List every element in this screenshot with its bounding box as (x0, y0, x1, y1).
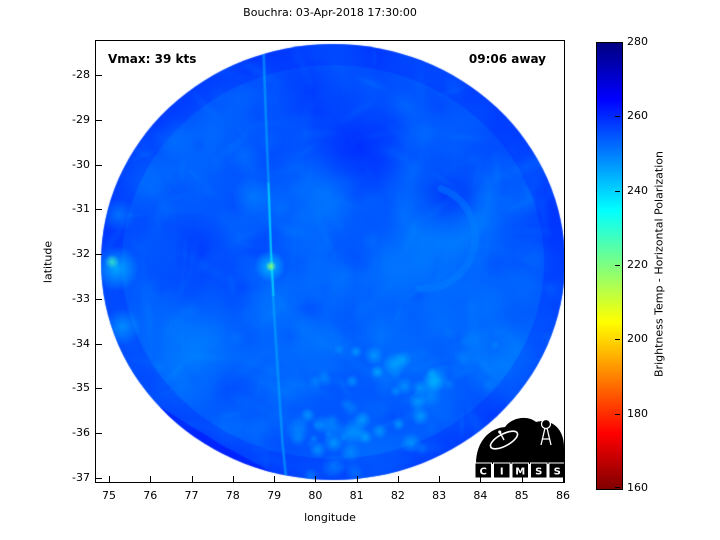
y-tick-label: -33 (72, 291, 90, 305)
colorbar-tick-mark (615, 487, 620, 488)
x-tick-label: 84 (473, 489, 488, 502)
x-tick-mark (439, 476, 441, 482)
x-tick-label: 82 (390, 489, 405, 502)
colorbar-tick-label: 160 (627, 481, 648, 494)
x-tick-label: 86 (555, 489, 570, 502)
colorbar-tick-mark (615, 265, 620, 266)
x-tick-mark (562, 476, 564, 482)
colorbar (596, 42, 623, 490)
logo-letter: C (480, 467, 487, 478)
x-tick-label: 85 (514, 489, 529, 502)
x-tick-label: 79 (267, 489, 282, 502)
x-tick-mark (480, 476, 482, 482)
colorbar-tick-label: 280 (627, 35, 648, 48)
y-tick-label: -31 (72, 202, 90, 216)
y-tick-mark (96, 433, 102, 435)
x-tick-mark (315, 476, 317, 482)
y-axis-label: latitude (41, 240, 55, 284)
satellite-swath-image (96, 41, 564, 482)
y-tick-mark (96, 164, 102, 166)
x-tick-mark (521, 476, 523, 482)
y-tick-label: -37 (72, 471, 90, 485)
y-tick-label: -30 (72, 157, 90, 171)
x-tick-label: 77 (184, 489, 199, 502)
colorbar-tick-mark (615, 190, 620, 192)
logo-letter: S (554, 467, 561, 478)
colorbar-tick-label: 240 (627, 183, 648, 197)
y-tick-label: -35 (72, 381, 90, 395)
y-tick-mark (96, 75, 102, 76)
y-tick-label: -34 (72, 336, 90, 350)
plot-area: Vmax: 39 kts 09:06 away C I M (95, 40, 565, 483)
logo-letter: S (535, 467, 542, 478)
x-tick-mark (191, 476, 193, 482)
x-tick-mark (232, 476, 234, 482)
x-axis-label: longitude (304, 511, 356, 524)
x-tick-mark (109, 476, 110, 482)
vmax-annotation: Vmax: 39 kts (108, 52, 197, 66)
y-tick-mark (96, 478, 102, 480)
overpass-time-annotation: 09:06 away (468, 52, 546, 66)
colorbar-tick-label: 200 (627, 332, 648, 346)
x-tick-mark (356, 476, 358, 482)
colorbar-tick-mark (615, 413, 620, 415)
colorbar-tick-mark (615, 116, 620, 118)
radar-tower-icon (540, 418, 552, 446)
x-tick-label: 80 (308, 489, 323, 502)
x-tick-mark (150, 476, 152, 482)
y-tick-mark (96, 298, 102, 300)
y-tick-mark (96, 343, 102, 345)
y-tick-mark (96, 254, 102, 256)
x-tick-label: 76 (143, 489, 158, 502)
logo-letter: M (515, 467, 525, 478)
colorbar-tick-label: 260 (627, 109, 648, 123)
logo-letter: I (500, 467, 504, 478)
colorbar-tick-label: 180 (627, 406, 648, 420)
y-tick-label: -32 (72, 247, 90, 261)
colorbar-tick-mark (615, 42, 620, 43)
x-tick-label: 81 (349, 489, 364, 502)
logo-letters: C I M S S (474, 462, 564, 479)
y-tick-label: -36 (72, 426, 90, 440)
x-tick-mark (397, 476, 399, 482)
x-tick-label: 75 (102, 489, 116, 502)
cimss-logo: C I M S S (474, 417, 564, 479)
x-tick-label: 83 (432, 489, 447, 502)
x-tick-label: 78 (225, 489, 240, 502)
y-tick-label: -28 (72, 68, 90, 81)
y-tick-label: -29 (72, 112, 90, 126)
colorbar-tick-mark (615, 339, 620, 341)
y-tick-mark (96, 119, 102, 121)
x-tick-mark (274, 476, 276, 482)
logo-mound (476, 417, 564, 464)
y-tick-mark (96, 388, 102, 390)
satellite-dish-icon (489, 430, 519, 450)
figure-title: Bouchra: 03-Apr-2018 17:30:00 (243, 6, 417, 19)
colorbar-tick-label: 220 (627, 258, 648, 271)
colorbar-gradient (597, 43, 622, 489)
y-tick-mark (96, 209, 102, 211)
